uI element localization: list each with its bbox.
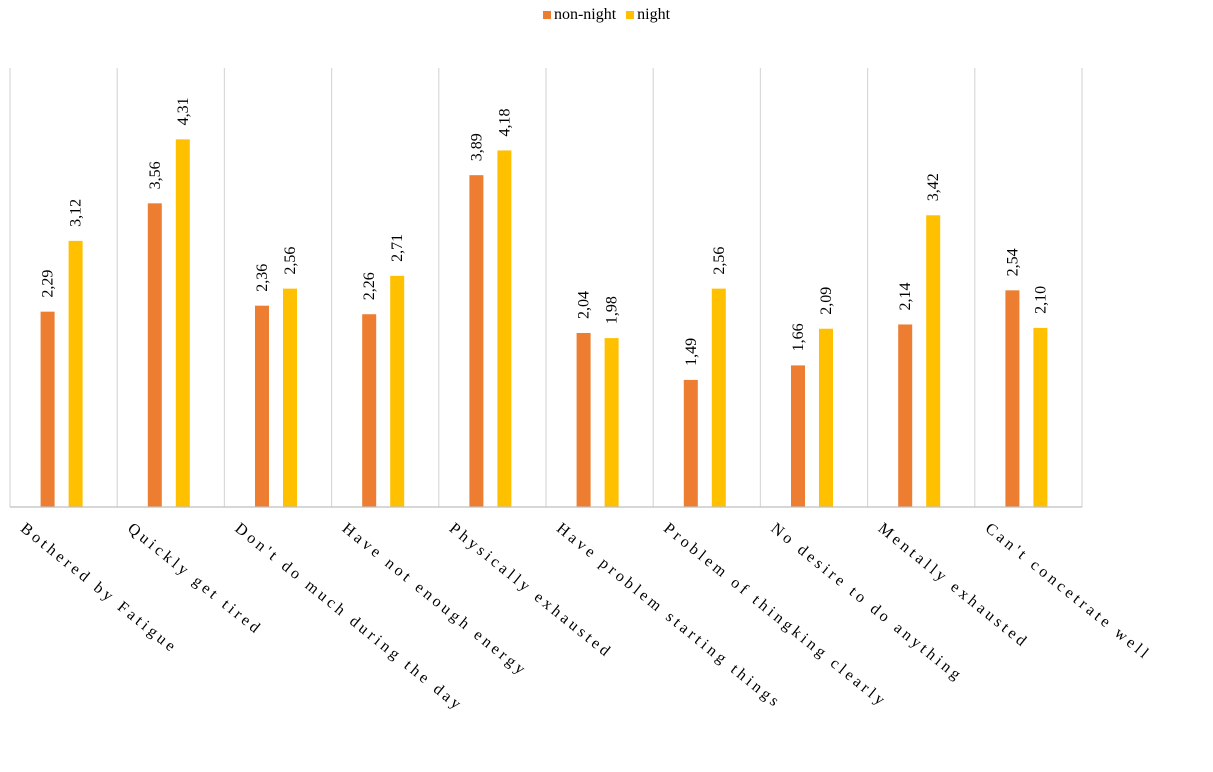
data-label-non-night-3: 2,36	[254, 264, 271, 292]
legend-swatch-night	[626, 11, 635, 19]
bar-night-10	[1033, 327, 1048, 507]
data-label-night-1: 3,12	[68, 199, 85, 227]
bar-non-night-4	[362, 314, 377, 507]
legend-swatch-non-night	[542, 11, 551, 19]
data-label-night-8: 2,09	[818, 287, 835, 315]
bar-non-night-8	[791, 365, 805, 507]
data-label-non-night-1: 2,29	[40, 270, 57, 298]
data-label-night-10: 2,10	[1032, 286, 1049, 314]
bar-night-4	[390, 275, 405, 507]
data-label-night-5: 4,18	[496, 108, 513, 136]
data-label-night-3: 2,56	[282, 247, 299, 275]
data-label-non-night-10: 2,54	[1004, 248, 1021, 276]
bar-non-night-5	[469, 175, 484, 508]
bar-non-night-7	[683, 379, 698, 507]
data-label-non-night-2: 3,56	[147, 161, 164, 189]
data-label-night-6: 1,98	[604, 296, 621, 324]
bar-night-6	[604, 338, 619, 507]
x-tick-label-3: Don't do much during the day	[231, 520, 466, 715]
x-tick-label-4: Have not enough energy	[339, 520, 531, 680]
data-label-night-7: 2,56	[711, 247, 728, 275]
bar-non-night-6	[576, 332, 591, 507]
data-label-non-night-9: 2,14	[897, 282, 914, 310]
data-label-non-night-4: 2,26	[361, 272, 378, 300]
legend-item-non-night: non-night	[542, 6, 617, 24]
x-tick-label-6: Have problem starting things	[553, 520, 785, 712]
bar-night-7	[711, 288, 726, 507]
legend-label-non-night: non-night	[553, 6, 617, 23]
legend: non-night night	[0, 6, 1213, 24]
bar-non-night-9	[898, 324, 913, 507]
bar-non-night-1	[40, 311, 55, 507]
bar-night-8	[819, 328, 833, 507]
bar-night-1	[68, 240, 83, 507]
legend-item-night: night	[626, 6, 670, 24]
bar-non-night-3	[255, 305, 269, 507]
bar-non-night-2	[147, 203, 162, 507]
data-label-non-night-7: 1,49	[683, 338, 700, 366]
bar-night-3	[283, 288, 297, 507]
x-tick-label-7: Problem of thingking clearly	[660, 520, 890, 711]
data-label-night-2: 4,31	[175, 97, 192, 125]
bar-non-night-10	[1005, 290, 1020, 507]
x-tick-label-10: Can't concetrate well	[982, 520, 1154, 664]
bar-night-5	[497, 150, 512, 508]
data-label-non-night-8: 1,66	[790, 323, 807, 351]
data-label-non-night-6: 2,04	[576, 291, 593, 319]
data-label-non-night-5: 3,89	[468, 133, 485, 161]
x-tick-label-8: No desire to do anything	[767, 520, 966, 686]
data-label-night-4: 2,71	[389, 234, 406, 262]
bar-night-9	[926, 215, 941, 508]
bar-night-2	[175, 139, 190, 507]
data-label-night-9: 3,42	[925, 173, 942, 201]
legend-label-night: night	[637, 6, 671, 23]
